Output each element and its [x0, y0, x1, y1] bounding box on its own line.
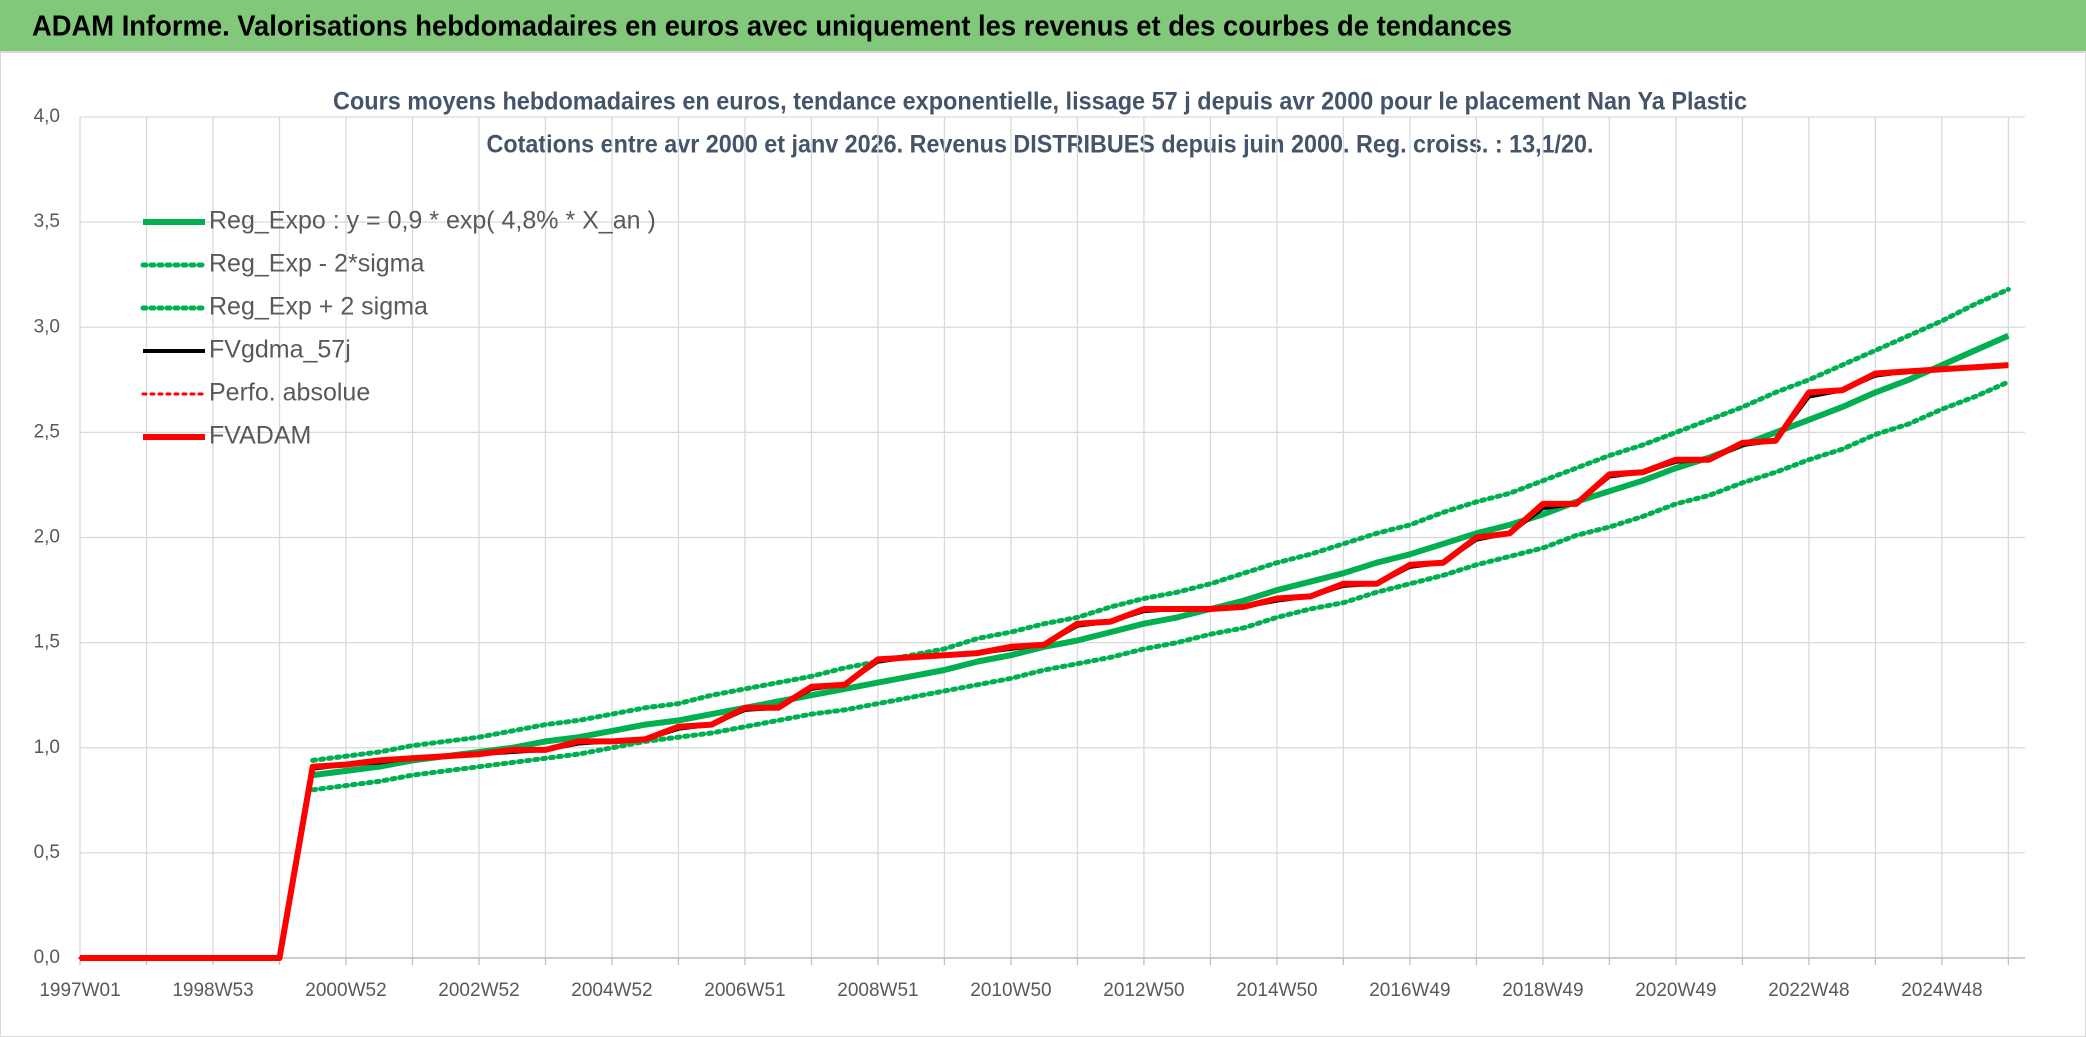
x-tick-label: 1997W01 — [39, 980, 120, 1001]
y-tick-label: 0,0 — [34, 947, 60, 968]
y-tick-label: 4,0 — [34, 106, 60, 127]
header-title: ADAM Informe. Valorisations hebdomadaire… — [32, 11, 1512, 43]
y-tick-label: 1,0 — [34, 737, 60, 758]
x-tick-label: 2024W48 — [1901, 980, 1982, 1001]
y-tick-label: 3,0 — [34, 316, 60, 337]
x-tick-label: 2000W52 — [305, 980, 386, 1001]
y-tick-label: 2,5 — [34, 421, 60, 442]
legend-label: Reg_Exp + 2 sigma — [209, 293, 428, 321]
y-tick-label: 3,5 — [34, 211, 60, 232]
x-tick-label: 2006W51 — [704, 980, 785, 1001]
x-tick-label: 2010W50 — [970, 980, 1051, 1001]
series-line — [310, 379, 2011, 793]
legend-label: Perfo. absolue — [209, 379, 370, 407]
x-tick-label: 2016W49 — [1369, 980, 1450, 1001]
x-tick-label: 2020W49 — [1635, 980, 1716, 1001]
x-tick-label: 2014W50 — [1236, 980, 1317, 1001]
legend-label: Reg_Exp - 2*sigma — [209, 250, 424, 278]
series-line — [80, 362, 2009, 961]
chart-subtitle: Cotations entre avr 2000 et janv 2026. R… — [487, 131, 1594, 159]
y-tick-label: 1,5 — [34, 632, 60, 653]
x-tick-label: 2018W49 — [1502, 980, 1583, 1001]
legend-label: FVADAM — [209, 422, 311, 450]
x-tick-label: 2012W50 — [1103, 980, 1184, 1001]
y-tick-label: 2,0 — [34, 527, 60, 548]
x-tick-label: 1998W53 — [172, 980, 253, 1001]
chart-title: Cours moyens hebdomadaires en euros, ten… — [333, 88, 1747, 116]
legend-label: FVgdma_57j — [209, 336, 351, 364]
header-bar — [0, 0, 2086, 52]
chart-frame — [0, 51, 2086, 1037]
x-tick-label: 2002W52 — [438, 980, 519, 1001]
x-tick-label: 2004W52 — [571, 980, 652, 1001]
legend-label: Reg_Expo : y = 0,9 * exp( 4,8% * X_an ) — [209, 207, 656, 235]
series-line — [310, 286, 2011, 763]
x-tick-label: 2008W51 — [837, 980, 918, 1001]
x-tick-label: 2022W48 — [1768, 980, 1849, 1001]
y-tick-label: 0,5 — [34, 842, 60, 863]
